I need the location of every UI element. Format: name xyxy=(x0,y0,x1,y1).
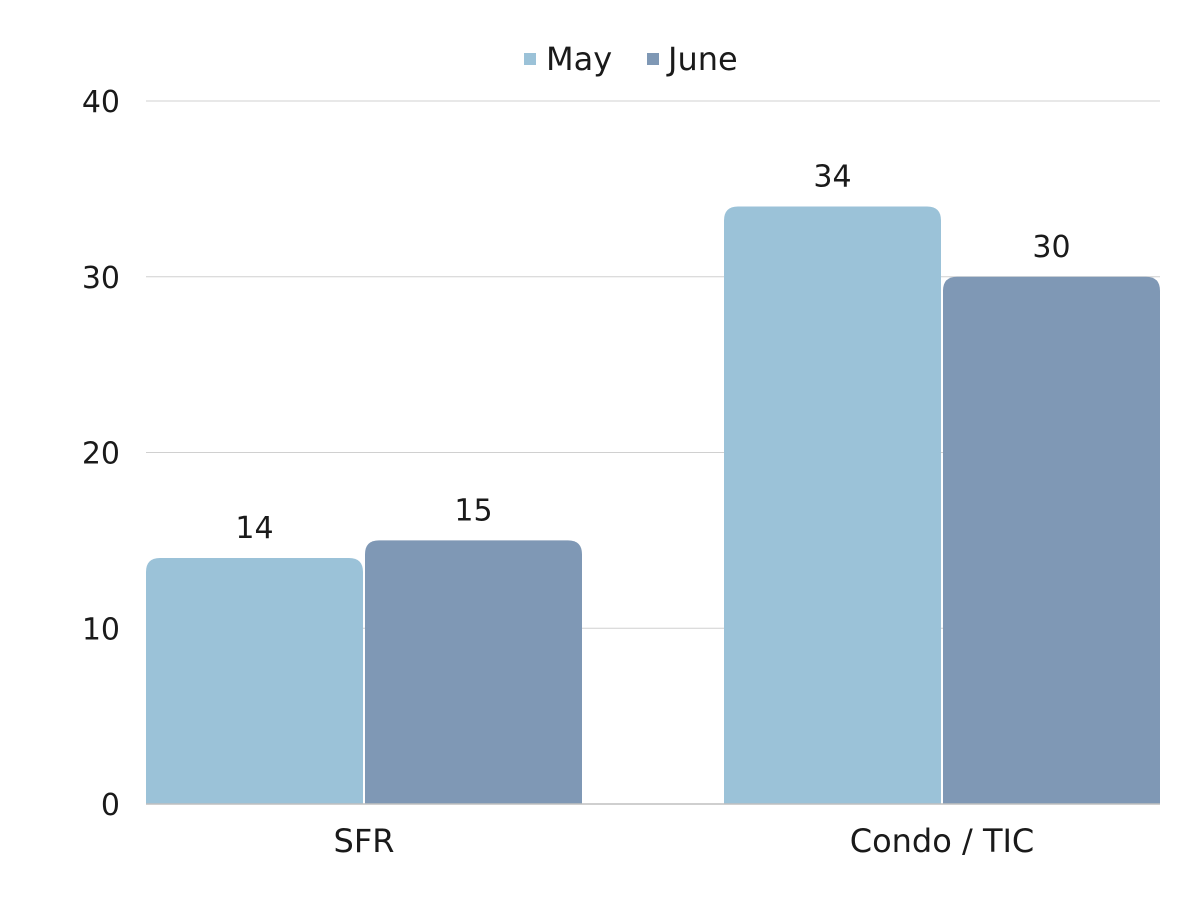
y-tick-label: 10 xyxy=(82,612,120,647)
data-label: 15 xyxy=(454,493,492,528)
bar-june-1 xyxy=(943,276,1160,804)
data-label: 14 xyxy=(235,511,273,546)
data-labels: 14 15 34 30 xyxy=(235,159,1070,546)
legend-label: May xyxy=(546,40,612,78)
bars xyxy=(146,206,1160,804)
data-label: 30 xyxy=(1032,230,1070,265)
category-label: Condo / TIC xyxy=(850,822,1035,860)
category-labels: SFR Condo / TIC xyxy=(334,822,1035,860)
legend-label: June xyxy=(666,40,738,78)
legend: May June xyxy=(524,40,738,78)
bar-june-0 xyxy=(365,540,582,804)
y-tick-label: 0 xyxy=(101,788,120,823)
data-label: 34 xyxy=(813,159,851,194)
y-tick-label: 20 xyxy=(82,437,120,472)
legend-swatch-june xyxy=(647,53,659,65)
y-tick-label: 40 xyxy=(82,85,120,120)
y-tick-label: 30 xyxy=(82,261,120,296)
bar-may-1 xyxy=(724,206,941,804)
category-label: SFR xyxy=(334,822,395,860)
bar-may-0 xyxy=(146,557,363,804)
legend-swatch-may xyxy=(524,53,536,65)
y-axis-ticks: 0 10 20 30 40 xyxy=(82,85,120,823)
